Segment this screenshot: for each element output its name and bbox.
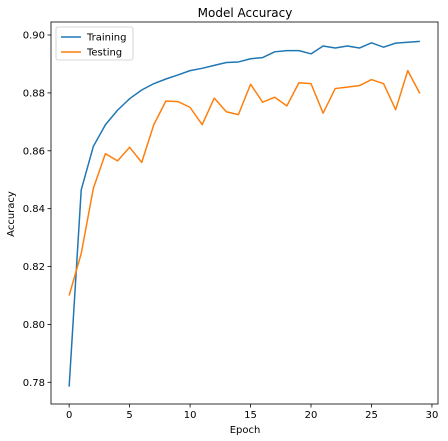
x-axis-ticks: 0 5 10 15 20 25 30 <box>66 404 438 421</box>
x-tick-label: 25 <box>365 410 378 421</box>
x-tick-label: 10 <box>184 410 197 421</box>
y-axis-ticks: 0.78 0.80 0.82 0.84 0.86 0.88 0.90 <box>23 31 51 389</box>
plot-frame <box>51 22 438 404</box>
x-tick-label: 20 <box>305 410 318 421</box>
series-layer <box>69 41 420 386</box>
legend: Training Testing <box>56 27 133 60</box>
y-tick-label: 0.86 <box>23 146 45 157</box>
series-line-testing <box>69 71 420 296</box>
x-tick-label: 0 <box>66 410 72 421</box>
x-tick-label: 5 <box>126 410 132 421</box>
chart-title: Model Accuracy <box>198 6 293 20</box>
y-tick-label: 0.84 <box>23 204 45 215</box>
legend-label-training: Training <box>86 33 126 44</box>
series-line-training <box>69 41 420 386</box>
y-tick-label: 0.80 <box>23 320 45 331</box>
y-tick-label: 0.88 <box>23 88 45 99</box>
plot-area <box>51 22 438 404</box>
x-tick-label: 15 <box>244 410 257 421</box>
x-axis-label: Epoch <box>230 425 261 436</box>
legend-label-testing: Testing <box>86 48 122 59</box>
x-tick-label: 30 <box>426 410 439 421</box>
y-axis-label: Accuracy <box>6 191 17 237</box>
y-tick-label: 0.82 <box>23 262 45 273</box>
y-tick-label: 0.78 <box>23 378 45 389</box>
y-tick-label: 0.90 <box>23 31 45 42</box>
